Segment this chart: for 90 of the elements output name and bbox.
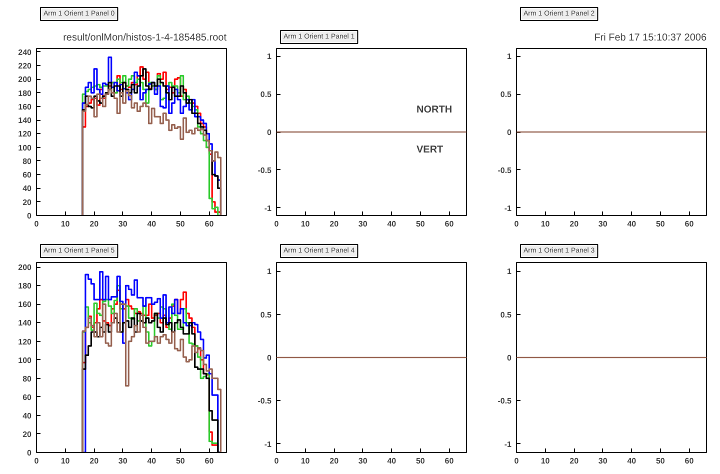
y-tick-label: 0.5	[500, 310, 512, 320]
y-tick-label: 0	[507, 128, 512, 137]
y-tick-label: 200	[18, 75, 32, 84]
y-tick-label: 160	[18, 300, 32, 310]
x-tick-label: 60	[204, 220, 214, 228]
y-tick-label: 20	[22, 430, 32, 439]
x-tick-label: 40	[387, 220, 397, 228]
x-tick-label: 40	[627, 456, 637, 466]
y-tick-label: 0	[267, 128, 272, 137]
y-tick-label: 40	[22, 184, 32, 194]
x-tick-label: 0	[274, 456, 280, 466]
x-tick-label: 10	[300, 220, 310, 228]
x-tick-label: 40	[147, 456, 157, 466]
y-tick-label: -0.5	[258, 166, 272, 175]
x-tick-label: 30	[118, 220, 128, 228]
y-tick-label: 1	[507, 267, 512, 276]
y-tick-label: 200	[18, 263, 32, 272]
x-tick-label: 20	[330, 220, 340, 228]
x-tick-label: 50	[176, 220, 186, 228]
y-tick-label: 0	[27, 448, 32, 458]
y-tick-label: 60	[22, 392, 32, 402]
y-tick-label: 80	[22, 156, 32, 166]
chart-subtitle: result/onlMon/histos-1-4-185485.root	[63, 32, 227, 44]
y-tick-label: 160	[18, 102, 32, 112]
x-tick-label: 40	[387, 456, 397, 466]
text: Fri Feb 17 15:10:37 2006	[594, 32, 707, 44]
x-tick-label: 0	[34, 220, 40, 228]
x-tick-label: 50	[656, 220, 666, 228]
y-tick-label: -1	[264, 204, 272, 213]
x-tick-label: 40	[627, 220, 637, 228]
annotation: VERT	[416, 144, 444, 156]
y-tick-label: -0.5	[258, 396, 272, 406]
y-tick-label: 180	[18, 282, 32, 291]
x-tick-label: 60	[204, 456, 214, 466]
y-tick-label: -0.5	[498, 166, 512, 175]
y-tick-label: 180	[18, 88, 32, 98]
y-tick-label: 0	[27, 212, 32, 220]
y-tick-label: 120	[18, 130, 32, 139]
y-tick-label: -1	[504, 440, 512, 449]
x-tick-label: 50	[416, 456, 426, 466]
x-tick-label: 0	[34, 456, 40, 466]
y-tick-label: 60	[22, 170, 32, 180]
y-tick-label: 1	[267, 267, 272, 276]
x-tick-label: 30	[118, 456, 128, 466]
x-tick-label: 20	[90, 456, 100, 466]
y-tick-label: 140	[18, 318, 32, 328]
x-tick-label: 0	[514, 456, 520, 466]
y-tick-label: -1	[264, 440, 272, 449]
y-tick-label: 0.5	[500, 90, 512, 100]
y-tick-label: 0.5	[260, 90, 272, 100]
x-tick-label: 60	[444, 220, 454, 228]
y-tick-label: 240	[18, 48, 32, 57]
y-tick-label: 20	[22, 198, 32, 207]
x-tick-label: 50	[656, 456, 666, 466]
x-tick-label: 60	[444, 456, 454, 466]
annotation: NORTH	[416, 104, 452, 116]
x-tick-label: 0	[514, 220, 520, 228]
y-tick-label: 100	[18, 143, 32, 152]
x-tick-label: 20	[90, 220, 100, 228]
y-tick-label: 140	[18, 116, 32, 126]
y-tick-label: 0.5	[260, 310, 272, 320]
y-tick-label: 220	[18, 62, 32, 71]
y-tick-label: 1	[267, 52, 272, 62]
x-tick-label: 30	[598, 220, 608, 228]
x-tick-label: 50	[176, 456, 186, 466]
y-tick-label: 120	[18, 337, 32, 346]
x-tick-label: 10	[60, 456, 70, 466]
x-tick-label: 10	[60, 220, 70, 228]
x-tick-label: 40	[147, 220, 157, 228]
x-tick-label: 10	[300, 456, 310, 466]
x-tick-label: 30	[358, 220, 368, 228]
x-tick-label: 0	[274, 220, 280, 228]
y-tick-label: 0	[507, 354, 512, 362]
x-tick-label: 30	[598, 456, 608, 466]
x-tick-label: 20	[570, 220, 580, 228]
y-tick-label: 1	[507, 52, 512, 62]
y-tick-label: 40	[22, 411, 32, 420]
x-tick-label: 10	[540, 220, 550, 228]
x-tick-label: 30	[358, 456, 368, 466]
y-tick-label: 100	[18, 356, 32, 365]
x-tick-label: 10	[540, 456, 550, 466]
x-tick-label: 20	[330, 456, 340, 466]
y-tick-label: 80	[22, 374, 32, 384]
x-tick-label: 60	[684, 456, 694, 466]
y-tick-label: -0.5	[498, 396, 512, 406]
y-tick-label: -1	[504, 204, 512, 213]
x-tick-label: 20	[570, 456, 580, 466]
y-tick-label: 0	[267, 354, 272, 362]
x-tick-label: 60	[684, 220, 694, 228]
x-tick-label: 50	[416, 220, 426, 228]
